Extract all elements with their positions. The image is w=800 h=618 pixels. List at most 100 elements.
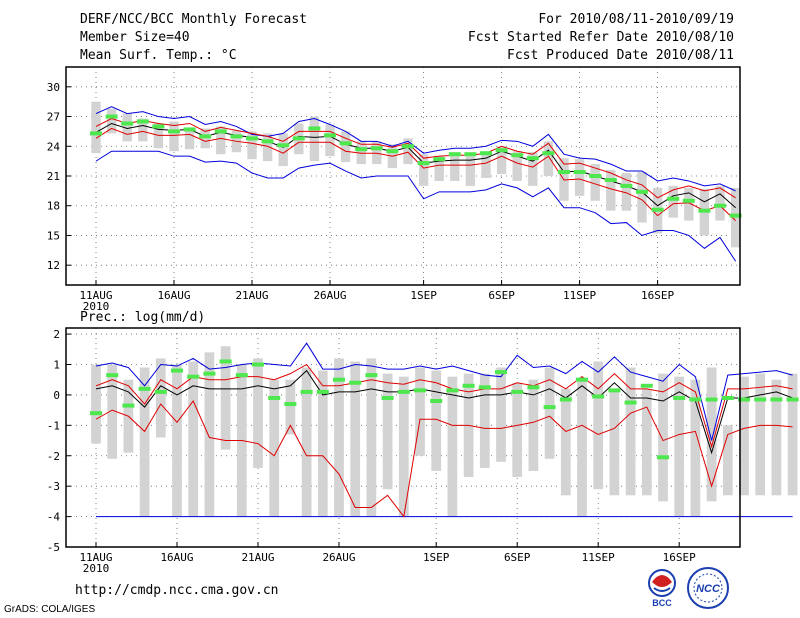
temp-median-mark	[698, 208, 711, 213]
forecast-period-label: For 2010/08/11-2010/09/19	[538, 12, 734, 27]
prec-median-mark	[106, 373, 119, 378]
prec-median-mark	[397, 389, 410, 394]
prec-median-mark	[219, 359, 232, 364]
prec-box	[382, 373, 393, 490]
prec-median-mark	[235, 373, 248, 378]
prec-median-mark	[559, 397, 572, 402]
prec-box	[560, 388, 571, 496]
temp-box	[418, 154, 429, 186]
prec-median-mark	[154, 389, 167, 394]
temp-median-mark	[589, 174, 602, 178]
temp-median-mark	[230, 134, 243, 139]
prec-median-mark	[316, 389, 329, 394]
prec-xtick-label: 11SEP	[582, 551, 615, 564]
prec-median-mark	[365, 373, 378, 378]
prec-box	[739, 376, 749, 496]
temp-lower-line	[95, 127, 736, 221]
prec-upper-line	[95, 363, 793, 449]
prec-median-mark	[511, 389, 524, 394]
temp-median-mark	[667, 196, 680, 201]
temp-median-mark	[152, 124, 165, 129]
temp-box	[434, 156, 444, 181]
prec-box	[431, 370, 442, 471]
temp-plot-frame	[65, 66, 741, 286]
prec-box	[544, 367, 555, 459]
prec-box	[204, 352, 215, 517]
temp-box	[574, 159, 585, 196]
temp-median-mark	[214, 129, 227, 134]
temp-box	[481, 154, 491, 178]
temp-median-mark	[105, 114, 118, 119]
temp-median-mark	[246, 136, 258, 141]
temp-box	[543, 141, 554, 176]
temp-xtick-label: 1SEP	[410, 289, 437, 302]
prec-median-mark	[333, 377, 345, 382]
temp-median-mark	[729, 213, 742, 218]
prec-box	[755, 373, 766, 496]
prec-median-mark	[721, 395, 734, 400]
prec-xtick-label: 21AUG	[241, 551, 274, 564]
prec-median-mark	[754, 397, 767, 402]
temp-xtick-label: 11AUG	[79, 289, 112, 302]
temp-median-mark	[386, 149, 399, 154]
prec-box	[350, 361, 361, 517]
temp-median-mark	[292, 136, 305, 141]
temp-median-mark	[448, 152, 461, 157]
prec-ytick-label: -5	[47, 541, 60, 554]
temp-box	[637, 172, 647, 223]
prec-median-mark	[640, 383, 653, 388]
temp-median-mark	[183, 127, 196, 132]
temp-box	[528, 152, 538, 186]
temp-box	[512, 151, 522, 181]
temp-box	[278, 133, 288, 167]
prec-box	[253, 358, 263, 468]
temp-median-mark	[121, 121, 134, 126]
prec-median-mark	[770, 397, 783, 402]
temp-median-mark	[277, 143, 290, 148]
prec-xtick-sublabel: 2010	[83, 562, 110, 575]
prec-box	[771, 379, 782, 496]
temp-median-mark	[168, 129, 180, 134]
prec-median-mark	[122, 403, 135, 408]
prec-box	[674, 376, 685, 517]
prec-box	[139, 367, 150, 517]
temp-median-mark	[355, 147, 368, 152]
prec-box	[706, 367, 717, 502]
prec-box	[690, 379, 701, 517]
prec-box	[285, 379, 296, 435]
prec-median-mark	[171, 368, 183, 373]
prec-xtick-label: 1SEP	[423, 551, 450, 564]
temp-box	[684, 187, 694, 221]
temp-xtick-sublabel: 2010	[83, 300, 110, 313]
temp-median-mark	[261, 139, 274, 144]
source-url[interactable]: http://cmdp.ncc.cma.gov.cn	[75, 583, 279, 598]
temp-median-mark	[199, 134, 212, 139]
prec-ytick-label: 1	[53, 359, 60, 372]
bcc-logo-text: BCC	[652, 598, 672, 608]
prec-ytick-label: 2	[53, 328, 60, 341]
temp-median-mark	[542, 151, 555, 156]
temp-min-line	[95, 150, 737, 262]
chart-title: DERF/NCC/BCC Monthly Forecast	[80, 12, 307, 27]
prec-xtick-label: 16AUG	[160, 551, 193, 564]
temp-box	[169, 121, 179, 152]
prec-median-mark	[414, 388, 426, 393]
temp-median-mark	[651, 207, 664, 212]
temp-upper-line	[95, 117, 736, 199]
prec-box	[301, 367, 312, 517]
prec-median-mark	[592, 394, 605, 399]
prec-median-mark	[657, 455, 669, 460]
prec-median-mark	[381, 395, 394, 400]
prec-box	[188, 361, 199, 517]
temp-box	[668, 185, 678, 218]
temp-median-mark	[370, 146, 383, 151]
prec-box	[609, 388, 620, 496]
temp-median-mark	[495, 148, 508, 153]
prec-median-mark	[543, 405, 556, 410]
prec-median-mark	[430, 399, 443, 403]
temp-box	[262, 133, 273, 162]
prec-median-mark	[284, 402, 297, 407]
temp-median-mark	[417, 161, 430, 166]
temp-xtick-label: 11SEP	[563, 289, 596, 302]
temp-box	[309, 116, 320, 162]
